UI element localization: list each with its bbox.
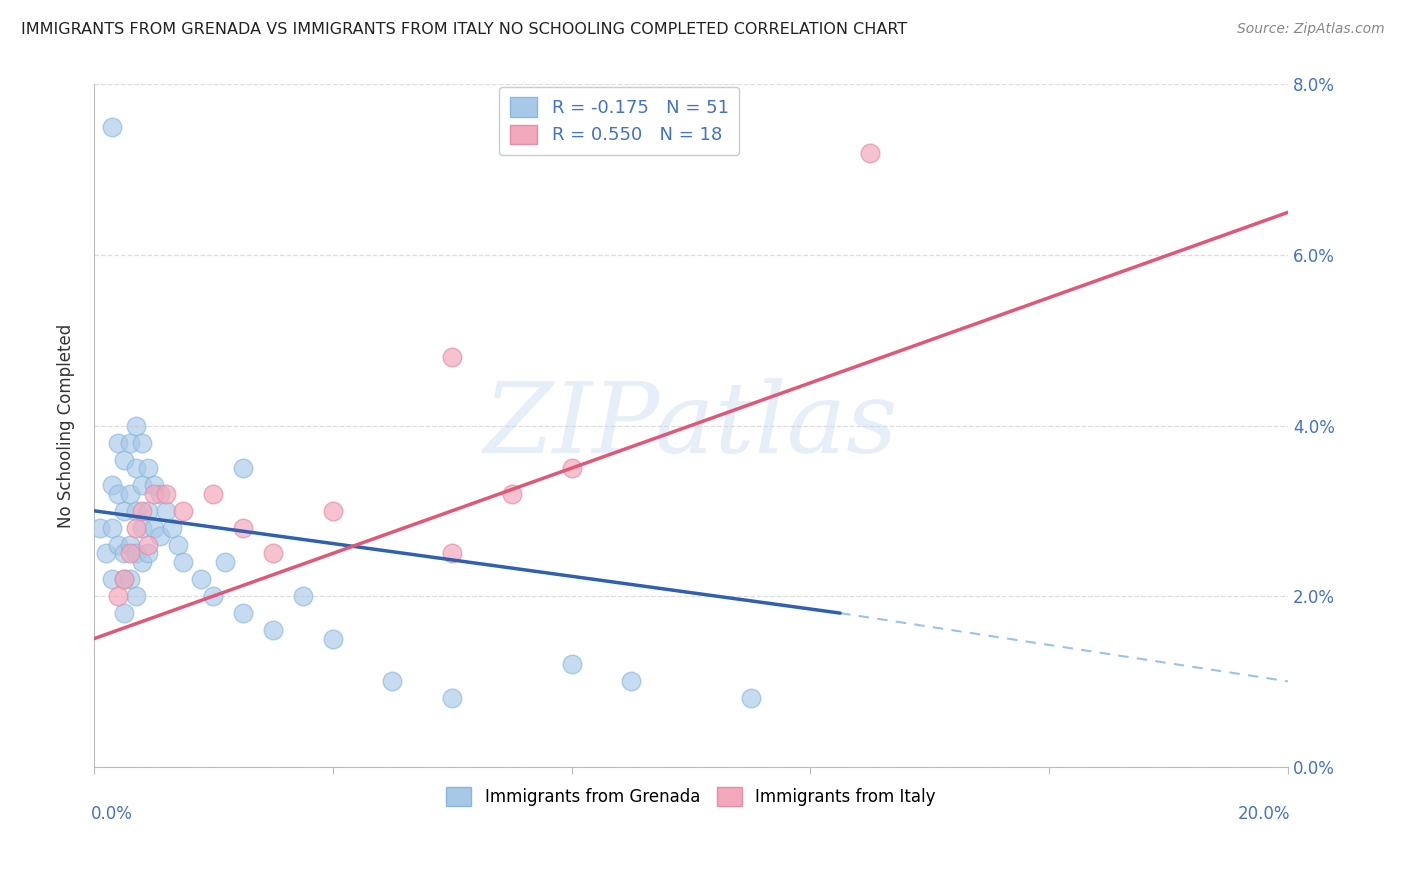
- Point: [125, 461, 148, 475]
- Point: [202, 487, 225, 501]
- Text: ZIPatlas: ZIPatlas: [484, 378, 898, 473]
- Point: [131, 504, 153, 518]
- Point: [136, 546, 159, 560]
- Point: [112, 504, 135, 518]
- Point: [262, 546, 284, 560]
- Point: [142, 487, 165, 501]
- Point: [101, 120, 124, 134]
- Point: [232, 606, 254, 620]
- Point: [112, 452, 135, 467]
- Point: [740, 691, 762, 706]
- Point: [155, 487, 177, 501]
- Point: [118, 435, 141, 450]
- Point: [101, 521, 124, 535]
- Point: [501, 487, 523, 501]
- Point: [232, 461, 254, 475]
- Point: [125, 521, 148, 535]
- Point: [131, 435, 153, 450]
- Point: [560, 461, 582, 475]
- Point: [136, 538, 159, 552]
- Point: [118, 572, 141, 586]
- Point: [125, 546, 148, 560]
- Point: [118, 546, 141, 560]
- Point: [441, 691, 464, 706]
- Point: [125, 418, 148, 433]
- Point: [232, 521, 254, 535]
- Text: Source: ZipAtlas.com: Source: ZipAtlas.com: [1237, 22, 1385, 37]
- Point: [131, 555, 153, 569]
- Point: [112, 572, 135, 586]
- Point: [112, 546, 135, 560]
- Point: [560, 657, 582, 672]
- Point: [125, 504, 148, 518]
- Point: [291, 589, 314, 603]
- Legend: Immigrants from Grenada, Immigrants from Italy: Immigrants from Grenada, Immigrants from…: [440, 780, 942, 813]
- Point: [149, 529, 172, 543]
- Point: [149, 487, 172, 501]
- Point: [101, 478, 124, 492]
- Point: [112, 572, 135, 586]
- Point: [131, 478, 153, 492]
- Point: [441, 351, 464, 365]
- Point: [112, 606, 135, 620]
- Point: [620, 674, 643, 689]
- Point: [107, 435, 129, 450]
- Text: IMMIGRANTS FROM GRENADA VS IMMIGRANTS FROM ITALY NO SCHOOLING COMPLETED CORRELAT: IMMIGRANTS FROM GRENADA VS IMMIGRANTS FR…: [21, 22, 907, 37]
- Point: [107, 589, 129, 603]
- Point: [190, 572, 212, 586]
- Point: [125, 589, 148, 603]
- Point: [166, 538, 188, 552]
- Point: [136, 461, 159, 475]
- Point: [381, 674, 404, 689]
- Point: [118, 538, 141, 552]
- Point: [214, 555, 236, 569]
- Point: [172, 555, 194, 569]
- Point: [107, 538, 129, 552]
- Point: [172, 504, 194, 518]
- Point: [202, 589, 225, 603]
- Point: [160, 521, 183, 535]
- Point: [441, 546, 464, 560]
- Point: [118, 487, 141, 501]
- Point: [322, 504, 344, 518]
- Point: [322, 632, 344, 646]
- Text: 20.0%: 20.0%: [1239, 805, 1291, 823]
- Point: [101, 572, 124, 586]
- Point: [155, 504, 177, 518]
- Point: [142, 478, 165, 492]
- Point: [94, 546, 117, 560]
- Point: [142, 521, 165, 535]
- Point: [859, 145, 882, 160]
- Point: [262, 623, 284, 637]
- Text: 0.0%: 0.0%: [91, 805, 134, 823]
- Point: [136, 504, 159, 518]
- Point: [89, 521, 111, 535]
- Y-axis label: No Schooling Completed: No Schooling Completed: [58, 324, 75, 528]
- Point: [107, 487, 129, 501]
- Point: [131, 521, 153, 535]
